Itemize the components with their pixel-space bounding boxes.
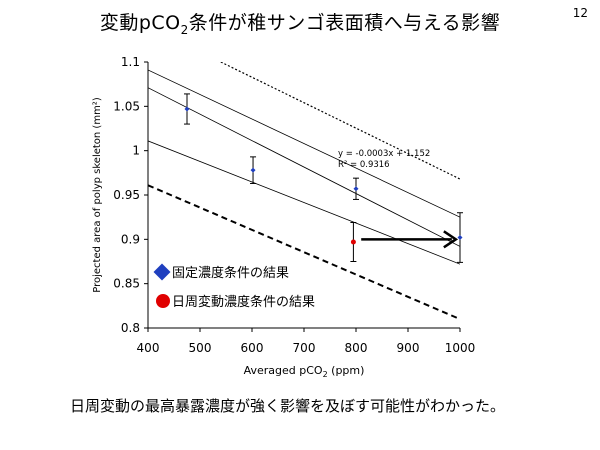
x-tick-label: 600	[241, 341, 264, 355]
legend: 固定濃度条件の結果 日周変動濃度条件の結果	[153, 263, 315, 310]
legend-item-diurnal: 日周変動濃度条件の結果	[156, 294, 315, 310]
xlabel-prefix: Averaged pCO	[244, 364, 323, 377]
y-tick-label: 0.85	[113, 277, 140, 291]
legend-label-fixed: 固定濃度条件の結果	[172, 265, 289, 281]
prediction-interval-lower	[148, 184, 460, 321]
y-tick-label: 1.1	[121, 55, 140, 69]
confidence-band-lower	[148, 140, 460, 265]
x-axis-label: Averaged pCO2 (ppm)	[244, 364, 365, 379]
legend-item-fixed: 固定濃度条件の結果	[153, 263, 289, 281]
regression-equation: y = -0.0003x + 1.152	[338, 149, 430, 159]
y-tick-label: 0.9	[121, 232, 140, 246]
data-point-diamond	[184, 106, 190, 112]
prediction-interval-upper	[220, 62, 460, 180]
title-prefix: 変動pCO	[99, 12, 181, 34]
ticks: 400 500 600 700 800 900 1000 0.8 0.85 0.9 0.95 1 1.0…	[113, 55, 475, 355]
confidence-band-upper	[148, 69, 460, 218]
title-suffix: 条件が稚サンゴ表面積へ与える影響	[188, 12, 501, 34]
arrow-head	[443, 230, 459, 249]
x-tick-label: 700	[293, 341, 316, 355]
data-point-circle	[350, 239, 356, 245]
regression-r2: R² = 0.9316	[338, 160, 390, 170]
data-point-diamond	[457, 235, 463, 241]
plot-background	[148, 62, 460, 328]
x-tick-label: 400	[137, 341, 160, 355]
slide-title: 変動pCO2条件が稚サンゴ表面積へ与える影響	[0, 8, 600, 37]
data-point-diamond	[250, 167, 256, 173]
data-point-diamond	[353, 186, 359, 192]
conclusion-text: 日周変動の最高暴露濃度が強く影響を及ぼす可能性がわかった。	[70, 397, 506, 415]
regression-lines	[148, 62, 460, 321]
x-tick-label: 1000	[445, 341, 476, 355]
x-tick-label: 500	[189, 341, 212, 355]
xlabel-sub: 2	[323, 370, 328, 379]
y-tick-label: 1.05	[113, 99, 140, 113]
legend-label-diurnal: 日周変動濃度条件の結果	[172, 294, 315, 310]
plot-area	[148, 62, 460, 328]
legend-diamond-icon	[153, 263, 171, 281]
regression-line	[148, 87, 460, 247]
y-axis-label: Projected area of polyp skeleton (mm²)	[92, 97, 103, 293]
title-subscript: 2	[180, 22, 189, 37]
xlabel-suffix: (ppm)	[328, 364, 365, 377]
y-tick-label: 0.95	[113, 188, 140, 202]
x-tick-label: 800	[345, 341, 368, 355]
page-number: 12	[572, 6, 588, 20]
legend-circle-icon	[156, 294, 170, 308]
y-tick-label: 0.8	[121, 321, 140, 335]
y-tick-label: 1	[132, 144, 140, 158]
data-marks	[184, 93, 463, 263]
x-tick-label: 900	[397, 341, 420, 355]
